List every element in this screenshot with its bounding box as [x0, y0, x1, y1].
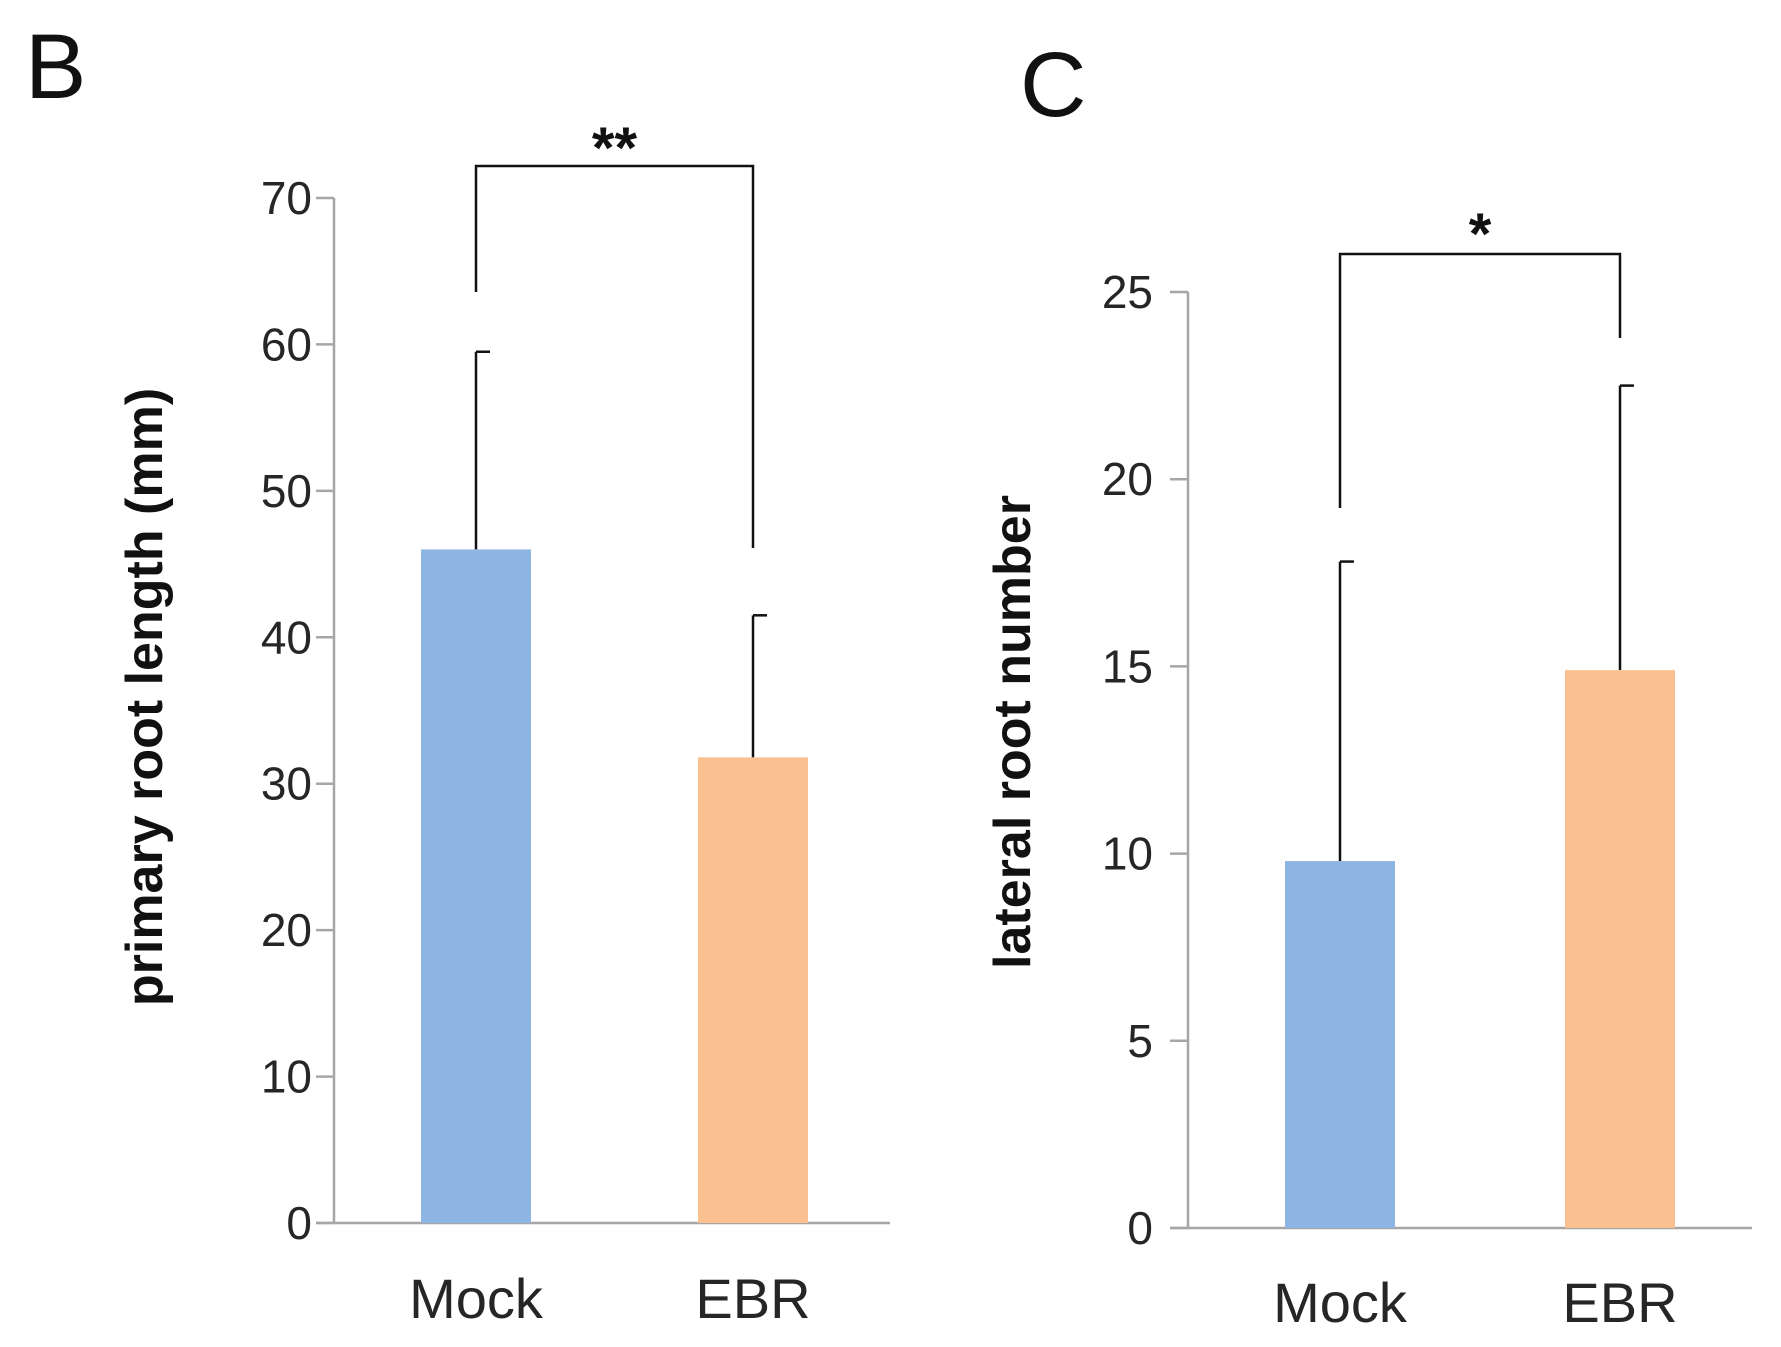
- panel-b-significance-label: **: [592, 116, 638, 181]
- panel-c-bar-mock: [1285, 861, 1395, 1228]
- panel-c-y-axis-title: lateral root number: [984, 495, 1042, 969]
- panel-c-error-bars: [1338, 384, 1634, 862]
- panel-b-bars: [421, 549, 808, 1223]
- panel-c-y-tick-label: 15: [1102, 640, 1153, 692]
- panel-b-chart: B primary root length (mm) 0 10 20 30 40 50 60…: [25, 16, 890, 1330]
- panel-b-y-tick-label: 40: [261, 611, 312, 663]
- panel-b-y-tick-label: 60: [261, 318, 312, 370]
- panel-c-significance-label: *: [1469, 202, 1492, 267]
- panel-b-y-tick-label: 30: [261, 758, 312, 810]
- panel-b-y-tick-label: 10: [261, 1051, 312, 1103]
- panel-c-bar-ebr: [1565, 670, 1675, 1228]
- panel-b-y-tick-label: 20: [261, 904, 312, 956]
- panel-b-letter: B: [25, 16, 86, 118]
- panel-c-letter: C: [1020, 34, 1086, 136]
- panel-c-y-tick-label: 20: [1102, 453, 1153, 505]
- panel-b-error-bars: [474, 350, 767, 758]
- panel-b-bar-mock: [421, 549, 531, 1223]
- panel-c-significance: *: [1338, 202, 1622, 508]
- panel-b-y-tick-label: 0: [286, 1197, 312, 1249]
- panel-b-y-tick-label: 50: [261, 465, 312, 517]
- panel-c-y-tick-label: 0: [1127, 1202, 1153, 1254]
- panel-b-axes: 0 10 20 30 40 50 60 70 Mock EBR: [261, 172, 890, 1330]
- panel-c-y-tick-label: 10: [1102, 828, 1153, 880]
- panel-c-category-label-mock: Mock: [1273, 1271, 1408, 1334]
- panel-b-category-label-ebr: EBR: [695, 1267, 810, 1330]
- panel-c-bars: [1285, 670, 1675, 1228]
- panel-b-significance: **: [474, 116, 755, 548]
- panel-b-bar-ebr: [698, 757, 808, 1223]
- panel-c-significance-bracket: [1338, 252, 1622, 508]
- panel-b-y-axis-title: primary root length (mm): [116, 388, 174, 1006]
- panel-b-y-tick-label: 70: [261, 172, 312, 224]
- panel-c-y-tick-label: 5: [1127, 1015, 1153, 1067]
- panel-b-significance-bracket: [474, 164, 755, 548]
- panel-c-y-tick-label: 25: [1102, 266, 1153, 318]
- panel-b-category-label-mock: Mock: [409, 1267, 544, 1330]
- panel-c-category-label-ebr: EBR: [1562, 1271, 1677, 1334]
